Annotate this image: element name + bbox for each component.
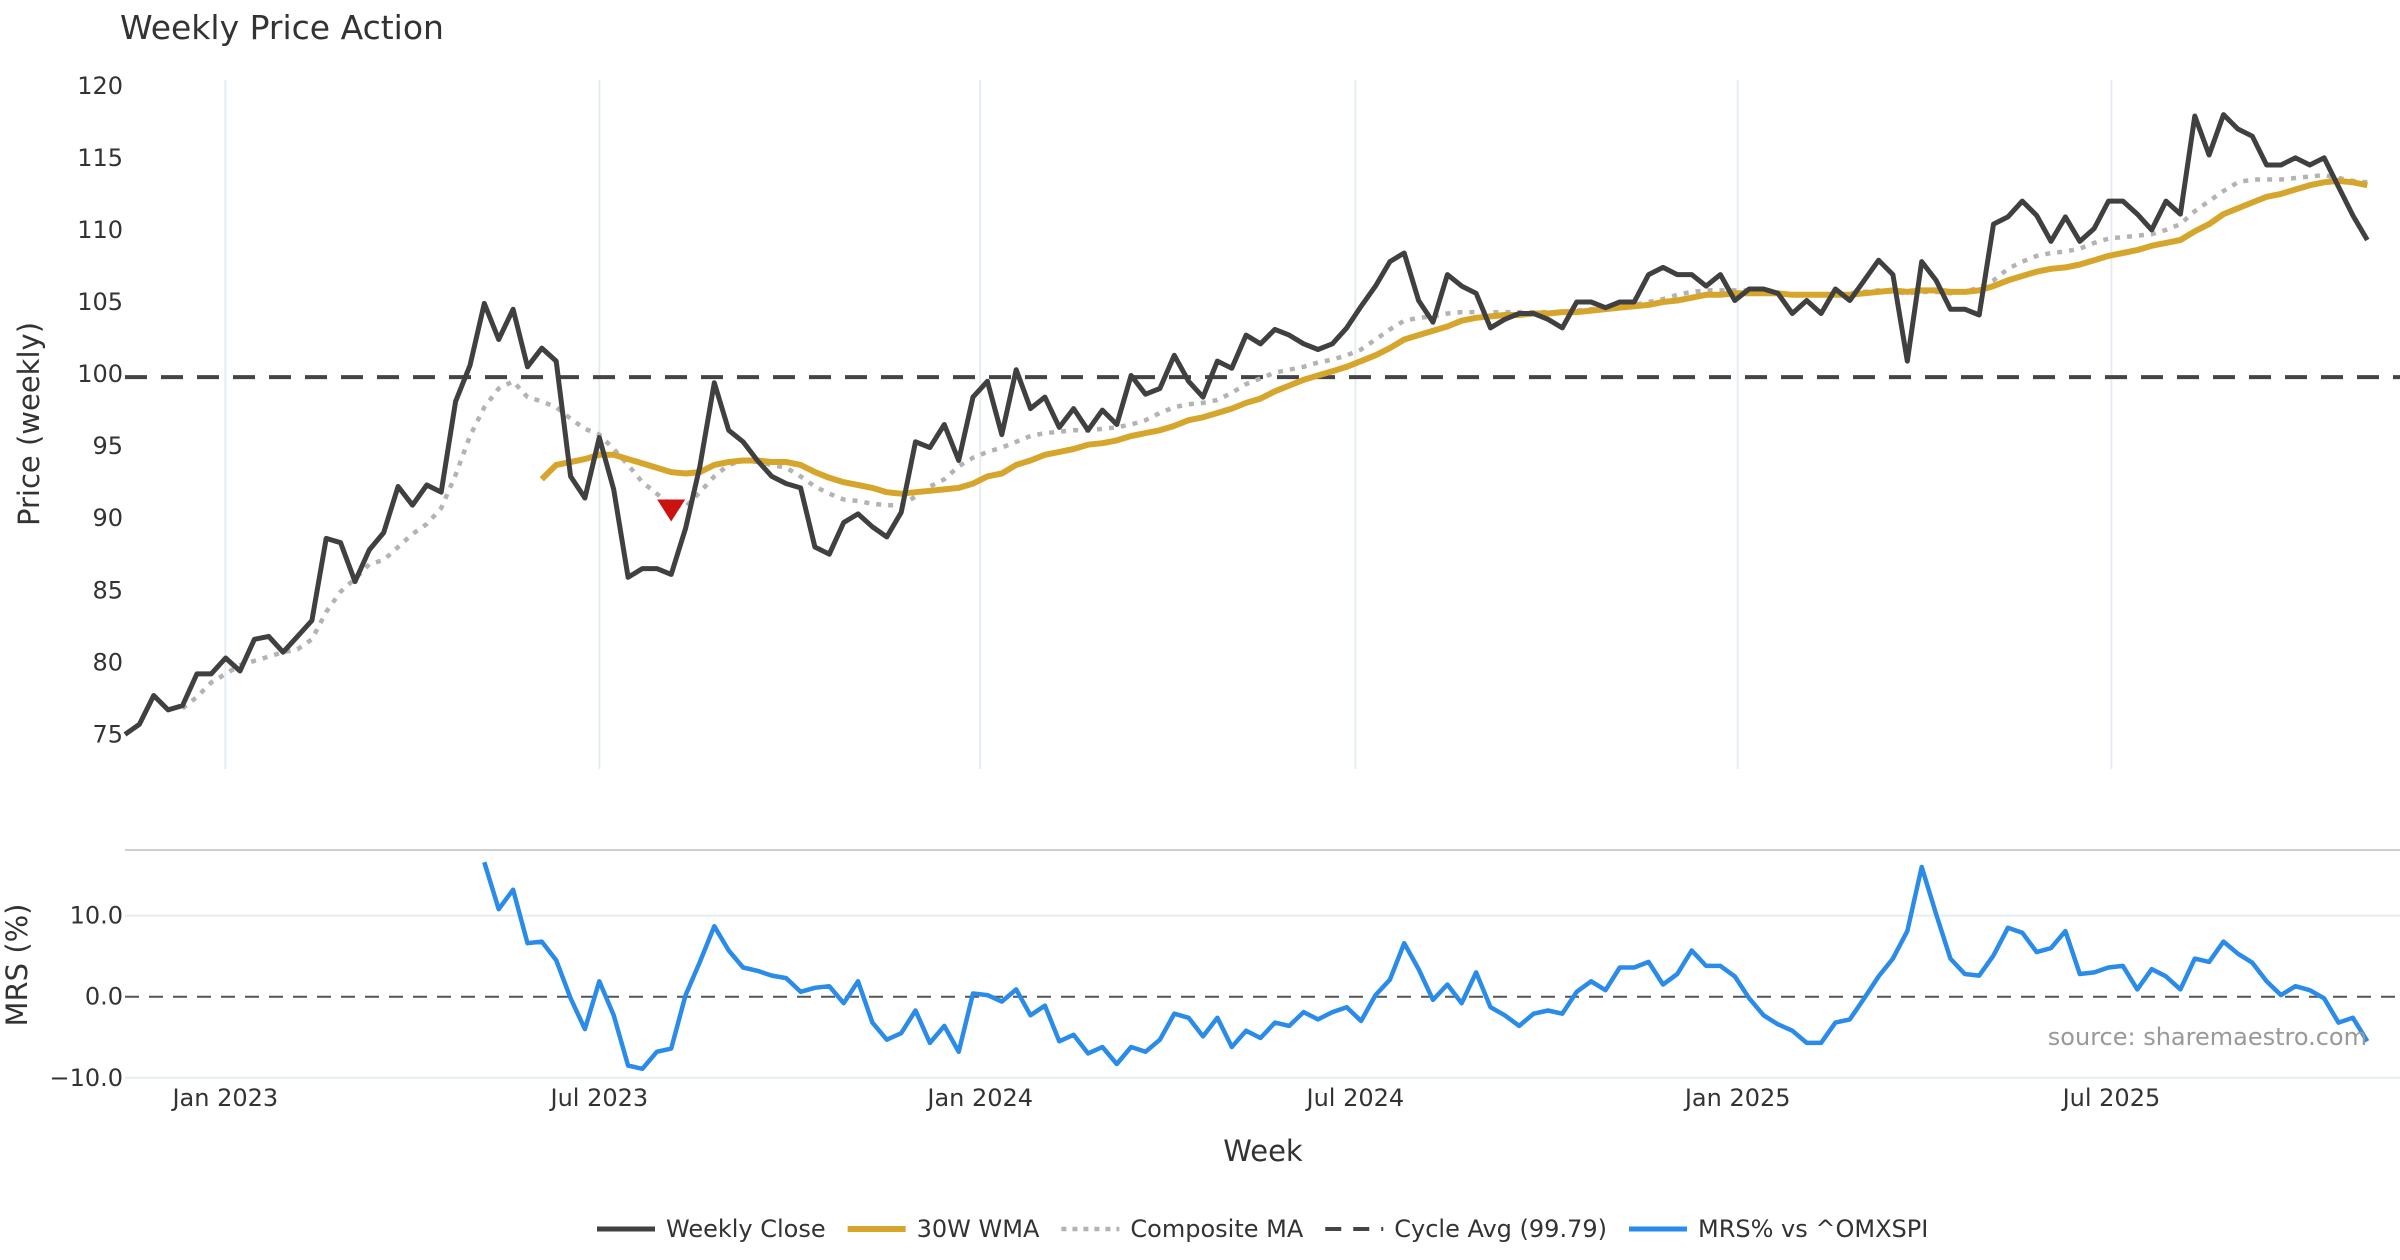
x-tick-label: Jan 2025 bbox=[1683, 1084, 1791, 1112]
sell-signal-triangle-marker bbox=[657, 499, 686, 522]
mrs-y-axis-label: MRS (%) bbox=[0, 904, 34, 1027]
x-ticks: Jan 2023 Jul 2023 Jan 2024 Jul 2024 Jan 2025… bbox=[170, 1084, 2160, 1112]
mrs-line bbox=[482, 861, 2370, 1072]
mrs-series bbox=[482, 861, 2370, 1072]
chart-title: Weekly Price Action bbox=[120, 8, 444, 47]
legend-composite-ma: Composite MA bbox=[1061, 1215, 1304, 1243]
x-axis-label: Week bbox=[1223, 1134, 1303, 1168]
legend-wma-30w: 30W WMA bbox=[847, 1215, 1040, 1243]
price-y-tick-label: 120 bbox=[77, 72, 123, 100]
legend: Weekly Close 30W WMA Composite MA Cycle Avg… bbox=[597, 1215, 1928, 1243]
mrs-y-ticks: 10.0 0.0 −10.0 bbox=[49, 902, 123, 1092]
x-tick-label: Jul 2023 bbox=[548, 1084, 648, 1112]
legend-weekly-close: Weekly Close bbox=[597, 1215, 826, 1243]
legend-label: Weekly Close bbox=[666, 1215, 826, 1243]
mrs-y-tick-label: −10.0 bbox=[49, 1064, 123, 1092]
source-note: source: sharemaestro.com bbox=[2048, 1023, 2367, 1051]
price-y-tick-label: 80 bbox=[92, 648, 123, 676]
price-y-tick-label: 85 bbox=[92, 576, 123, 604]
x-tick-label: Jan 2023 bbox=[170, 1084, 278, 1112]
price-y-tick-label: 105 bbox=[77, 288, 123, 316]
price-series bbox=[123, 112, 2400, 737]
legend-label: 30W WMA bbox=[917, 1215, 1040, 1243]
mrs-y-tick-label: 0.0 bbox=[85, 983, 123, 1011]
wma-30w-line bbox=[539, 177, 2368, 497]
mrs-y-tick-label: 10.0 bbox=[70, 902, 123, 930]
legend-label: Composite MA bbox=[1130, 1215, 1303, 1243]
legend-label: Cycle Avg (99.79) bbox=[1394, 1215, 1607, 1243]
price-y-tick-label: 75 bbox=[92, 720, 123, 748]
price-grid bbox=[224, 80, 2113, 769]
x-tick-label: Jul 2025 bbox=[2061, 1084, 2161, 1112]
price-y-tick-label: 100 bbox=[77, 360, 123, 388]
price-y-tick-label: 95 bbox=[92, 432, 123, 460]
legend-mrs: MRS% vs ^OMXSPI bbox=[1628, 1215, 1928, 1243]
price-y-tick-label: 90 bbox=[92, 504, 123, 532]
mrs-grid bbox=[125, 914, 2400, 1079]
legend-cycle-avg: Cycle Avg (99.79) bbox=[1325, 1215, 1607, 1243]
x-tick-label: Jul 2024 bbox=[1305, 1084, 1405, 1112]
price-y-axis-label: Price (weekly) bbox=[12, 322, 46, 526]
weekly-close-line bbox=[123, 112, 2370, 737]
price-y-tick-label: 110 bbox=[77, 216, 123, 244]
composite-ma-line bbox=[181, 172, 2368, 711]
legend-label: MRS% vs ^OMXSPI bbox=[1698, 1215, 1928, 1243]
price-y-ticks: 75 80 85 90 95 100 105 110 115 120 bbox=[77, 72, 123, 749]
price-y-tick-label: 115 bbox=[77, 144, 123, 172]
x-tick-label: Jan 2024 bbox=[925, 1084, 1033, 1112]
